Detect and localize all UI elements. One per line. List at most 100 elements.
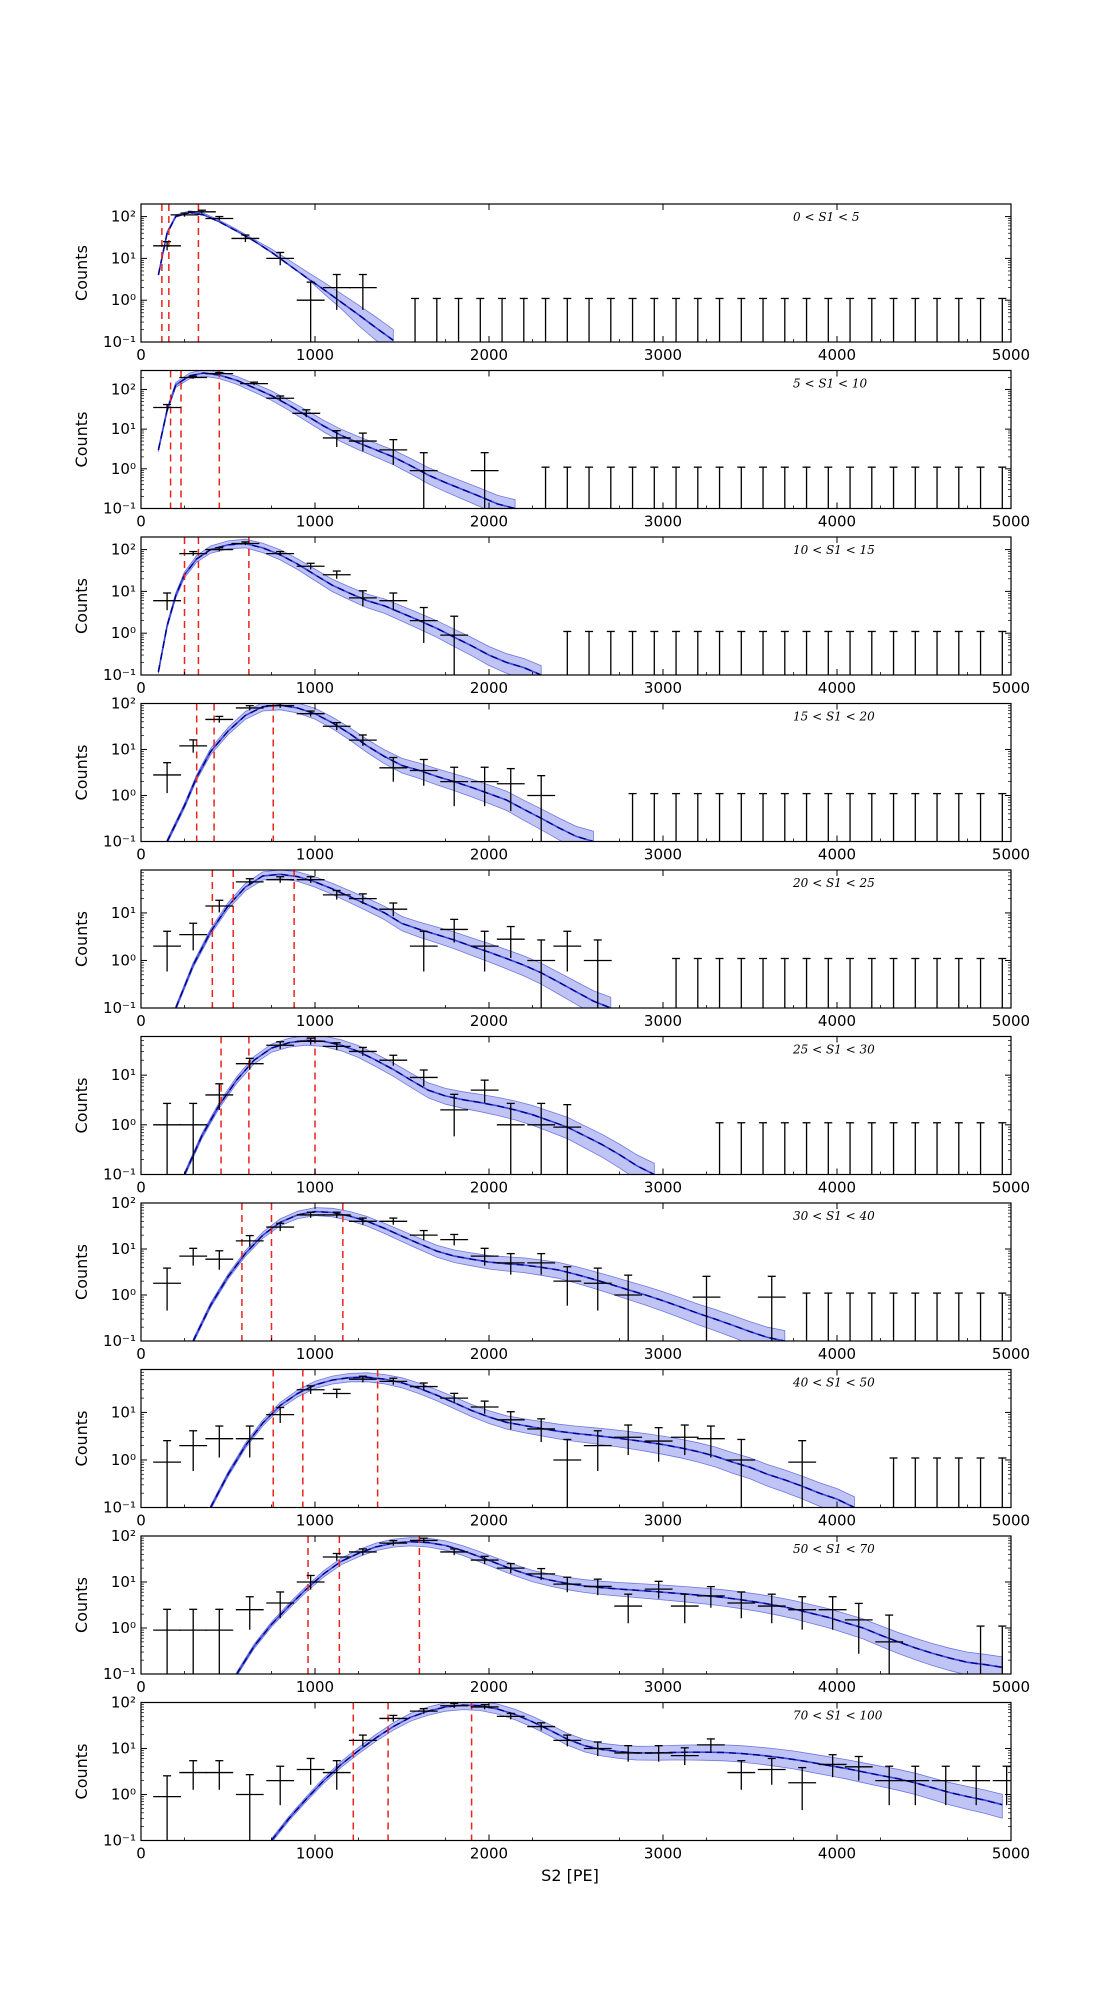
panel-frame <box>140 369 1012 510</box>
x-tick-label: 5000 <box>992 1012 1030 1030</box>
y-tick-label: 10⁰ <box>111 1286 136 1304</box>
x-tick-label: 3000 <box>644 1345 682 1363</box>
y-tick-label: 10² <box>111 1527 136 1545</box>
model-uncertainty-band <box>158 210 394 342</box>
plot-area <box>153 870 1007 1008</box>
y-tick-label: 10⁻¹ <box>103 1166 136 1184</box>
x-tick-label: 5000 <box>992 679 1030 697</box>
y-tick-label: 10¹ <box>111 249 136 267</box>
model-uncertainty-band <box>175 870 612 1008</box>
panel-frame <box>140 1368 1012 1509</box>
x-tick-label: 5000 <box>992 1179 1030 1197</box>
plot-area <box>153 1369 1007 1508</box>
panel-8: 0 1000 2000 3000 4000 5000 10⁻¹ 10⁰ 10¹ Counts 40 … <box>72 1368 1030 1530</box>
x-tick-label: 4000 <box>818 346 856 364</box>
x-tick-label: 2000 <box>470 513 508 531</box>
y-tick-label: 10⁰ <box>111 624 136 642</box>
x-tick-label: 4000 <box>818 1512 856 1530</box>
x-tick-label: 1000 <box>296 1345 334 1363</box>
y-tick-label: 10² <box>111 380 136 398</box>
y-tick-label: 10¹ <box>111 420 136 438</box>
x-axis-label: S2 [PE] <box>541 1866 599 1885</box>
panel-2: 0 1000 2000 3000 4000 5000 10⁻¹ 10⁰ 10¹ 10² Counts… <box>72 369 1030 531</box>
y-tick-label: 10¹ <box>111 1240 136 1258</box>
model-median-curve <box>236 1540 1003 1674</box>
x-tick-label: 1000 <box>296 1012 334 1030</box>
y-tick-label: 10⁻¹ <box>103 500 136 518</box>
y-tick-label: 10⁰ <box>111 1116 136 1134</box>
x-tick-label: 2000 <box>470 846 508 864</box>
y-axis-label: Counts <box>72 412 91 468</box>
panel-3: 0 1000 2000 3000 4000 5000 10⁻¹ 10⁰ 10¹ 10² Counts… <box>72 536 1030 697</box>
model-median-curve <box>157 542 542 675</box>
panel-annotation: 5 < S1 < 10 <box>793 377 867 391</box>
y-tick-label: 10⁻¹ <box>103 333 136 351</box>
x-tick-label: 0 <box>136 679 146 697</box>
y-tick-label: 10⁰ <box>111 951 136 969</box>
panel-frame <box>140 1701 1012 1842</box>
y-axis-label: Counts <box>72 1744 91 1800</box>
panel-annotation: 50 < S1 < 70 <box>793 1542 875 1556</box>
plot-area <box>153 204 1007 342</box>
model-uncertainty-band <box>166 703 594 842</box>
model-uncertainty-band <box>236 1537 1003 1674</box>
x-tick-label: 1000 <box>296 1678 334 1696</box>
panel-5: 0 1000 2000 3000 4000 5000 10⁻¹ 10⁰ 10¹ Counts 20 … <box>72 869 1030 1030</box>
x-tick-label: 1000 <box>296 513 334 531</box>
y-tick-label: 10⁰ <box>111 1786 136 1804</box>
plot-area <box>153 1702 1011 1841</box>
y-tick-label: 10² <box>111 208 136 226</box>
y-tick-label: 10⁰ <box>111 787 136 805</box>
y-tick-label: 10⁻¹ <box>103 1665 136 1683</box>
plot-area <box>153 703 1007 842</box>
x-tick-label: 5000 <box>992 846 1030 864</box>
y-tick-label: 10² <box>111 695 136 713</box>
x-tick-label: 5000 <box>992 1845 1030 1863</box>
x-tick-label: 5000 <box>992 1678 1030 1696</box>
model-median-curve <box>183 1039 655 1175</box>
y-axis-label: Counts <box>72 578 91 634</box>
x-tick-label: 4000 <box>818 1012 856 1030</box>
y-axis-label: Counts <box>72 911 91 967</box>
x-tick-label: 3000 <box>644 679 682 697</box>
y-axis-label: Counts <box>72 1411 91 1467</box>
x-tick-label: 1000 <box>296 846 334 864</box>
panel-frame <box>140 702 1012 843</box>
x-tick-label: 2000 <box>470 1012 508 1030</box>
y-tick-label: 10¹ <box>111 582 136 600</box>
x-tick-label: 4000 <box>818 1179 856 1197</box>
x-tick-label: 3000 <box>644 1845 682 1863</box>
y-tick-label: 10⁻¹ <box>103 666 136 684</box>
model-median-curve <box>209 1376 855 1508</box>
x-tick-label: 0 <box>136 846 146 864</box>
panel-annotation: 15 < S1 < 20 <box>793 710 875 724</box>
model-uncertainty-band <box>210 1372 855 1508</box>
x-tick-label: 4000 <box>818 1678 856 1696</box>
y-axis-label: Counts <box>72 745 91 801</box>
model-median-curve <box>157 211 394 341</box>
model-median-curve <box>192 1210 785 1341</box>
y-tick-label: 10² <box>111 1694 136 1712</box>
x-tick-label: 2000 <box>470 679 508 697</box>
x-tick-label: 1000 <box>296 1179 334 1197</box>
x-tick-label: 5000 <box>992 346 1030 364</box>
x-tick-label: 5000 <box>992 1345 1030 1363</box>
y-tick-label: 10⁻¹ <box>103 1499 136 1517</box>
y-tick-label: 10¹ <box>111 1403 136 1421</box>
x-tick-label: 2000 <box>470 1512 508 1530</box>
x-tick-label: 0 <box>136 1345 146 1363</box>
y-tick-label: 10⁻¹ <box>103 1832 136 1850</box>
model-curve <box>236 1540 1003 1674</box>
x-tick-label: 3000 <box>644 1012 682 1030</box>
panel-frame <box>140 1535 1012 1675</box>
x-tick-label: 4000 <box>818 513 856 531</box>
x-tick-label: 2000 <box>470 1845 508 1863</box>
panel-annotation: 10 < S1 < 15 <box>793 543 875 557</box>
x-tick-label: 0 <box>136 1512 146 1530</box>
x-tick-label: 2000 <box>470 1678 508 1696</box>
panel-annotation: 30 < S1 < 40 <box>793 1209 875 1223</box>
y-tick-label: 10¹ <box>111 1573 136 1591</box>
panel-annotation: 20 < S1 < 25 <box>792 876 875 890</box>
y-tick-label: 10⁻¹ <box>103 999 136 1017</box>
x-tick-label: 4000 <box>818 1345 856 1363</box>
